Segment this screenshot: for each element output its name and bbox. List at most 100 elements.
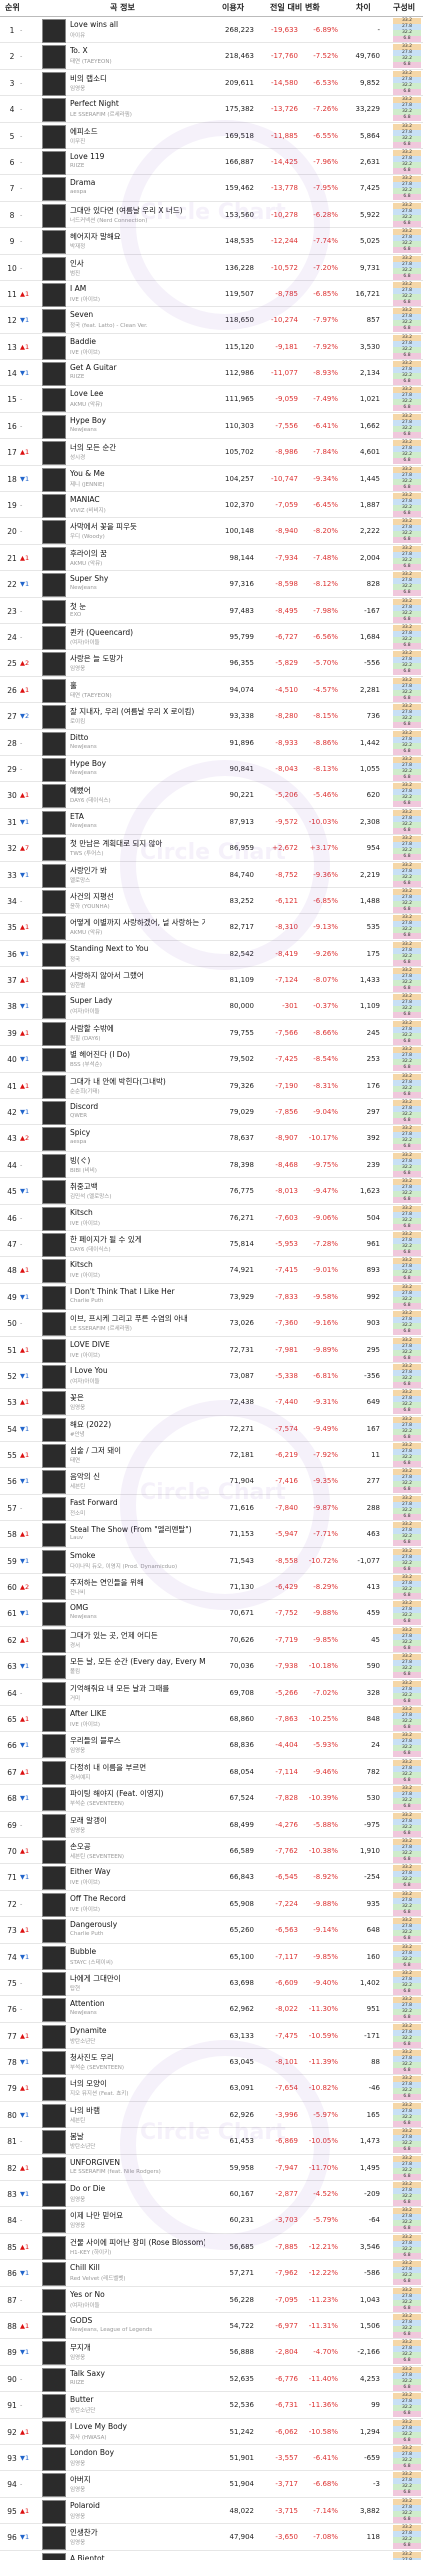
table-row[interactable]: 16- Hype Boy NewJeans 110,303 -7,556 -6.41% 1,… (0, 413, 423, 440)
table-row[interactable]: 55 ▲1 심술 / 그저 돼이 태연 72,181 -6,219 -7.92% 11 33.2… (0, 1442, 423, 1469)
table-row[interactable]: 20- 사막에서 꽃을 피우듯 우디 (Woody) 100,148 -8,940 -8.… (0, 518, 423, 545)
table-row[interactable]: 29- Hype Boy NewJeans 90,841 -8,043 -8.13% 1,0… (0, 756, 423, 783)
table-row[interactable]: 41 ▲1 그대가 내 안에 박힌다(그내박) 순순희(기태) 79,326 -7,190… (0, 1073, 423, 1100)
table-row[interactable]: 53 ▲1 꽃은 임영웅 72,438 -7,440 -9.31% 649 33.2 27.8 32… (0, 1389, 423, 1416)
table-row[interactable]: 3- 비의 랩소디 임영웅 209,611 -14,580 -6.53% 9,852 33.2… (0, 70, 423, 97)
table-row[interactable]: 59 ▼1 Smoke 다이나믹 듀오, 이영지 (Prod. Dynamicduo)… (0, 1548, 423, 1575)
table-row[interactable]: 92 ▲1 I Love My Body 화사 (HWASA) 51,242 -6,062… (0, 2419, 423, 2445)
table-row[interactable]: 49 ▼1 I Don't Think That I Like Her Charlie… (0, 1284, 423, 1311)
table-row[interactable]: 97-A Bientot임영웅47,501-3,681-7.19%40333.2… (0, 2551, 423, 2560)
table-row[interactable]: 32 ▲7 첫 만남은 계획대로 되지 않아 TWS (투어스) 86,959 +2,67… (0, 835, 423, 862)
table-row[interactable]: 85 ▲1 건물 사이에 피어난 장미 (Rose Blossom) H1-KEY (… (0, 2234, 423, 2261)
table-row[interactable]: 52 ▼1 I Love You (여자)아이들 73,087 -5,338 -6.81% -… (0, 1363, 423, 1390)
composition-bar: 33.2 (393, 1997, 421, 2004)
table-row[interactable]: 27 ▼2 잘 지내자, 우리 (여름날 우리 X 로이킴) 로이킴 93,338 -8,… (0, 703, 423, 730)
table-row[interactable]: 57- Fast Forward 전소미 71,616 -7,840 -9.87% 288 3… (0, 1495, 423, 1522)
gap-cell: 16,721 (355, 289, 381, 298)
table-row[interactable]: 18 ▼1 You & Me 제니 (JENNIE) 104,257 -10,747 -9.… (0, 466, 423, 493)
table-row[interactable]: 67 ▲1 다정히 내 이름을 부르면 경서예지 68,054 -7,114 -9.46% 7… (0, 1759, 423, 1786)
table-row[interactable]: 81- 봄날 방탄소년단 61,453 -6,869 -10.05% 1,473 33.2 27… (0, 2128, 423, 2155)
delta-percent-cell: -11.23% (308, 2295, 338, 2304)
table-row[interactable]: 2- To. X 태연 (TAEYEON) 218,463 -17,760 -7.52% 4… (0, 43, 423, 70)
table-row[interactable]: 94- 아버지 임영웅 51,904 -3,717 -6.68% -3 33.2 27.8 32.… (0, 2471, 423, 2498)
table-row[interactable]: 47- 한 페이지가 될 수 있게 DAY6 (데이식스) 75,814 -5,953-… (0, 1231, 423, 1258)
table-row[interactable]: 34- 사건의 지평선 윤하 (YOUNHA) 83,252 -6,121 -6.85% 1… (0, 888, 423, 915)
table-row[interactable]: 36 ▼1 Standing Next to You 정국 82,542 -8,419 -9… (0, 941, 423, 968)
table-row[interactable]: 61 ▼1 OMG NewJeans 70,671 -7,752 -9.88% 459 33.2… (0, 1600, 423, 1627)
table-row[interactable]: 86 ▼1 Chill Kill Red Velvet (레드벨벳) 57,271 -7,… (0, 2260, 423, 2287)
table-row[interactable]: 80 ▼1 나의 바램 세븐틴 62,926 -3,996 -5.97% 165 33.2 27.… (0, 2102, 423, 2129)
table-row[interactable]: 6- Love 119 RIIZE 166,887 -14,425 -7.96% 2,631… (0, 149, 423, 176)
table-row[interactable]: 84- 이제 나만 믿어요 임영웅 60,231 -3,703 -5.79% -64 33.2… (0, 2207, 423, 2234)
table-row[interactable]: 96 ▼1 인생찬가 임영웅 47,904 -3,650 -7.08% 118 33.2 27.8… (0, 2524, 423, 2551)
table-row[interactable]: 82 ▲1 UNFORGIVEN LE SSERAFIM (feat. Nile Ro… (0, 2155, 423, 2182)
table-row[interactable]: 24- 퀸카 (Queencard) (여자)아이들 95,799 -6,727 -6.5… (0, 624, 423, 651)
table-row[interactable]: 90- Talk Saxy RIIZE 52,635 -6,776 -11.40% 4,25… (0, 2366, 423, 2393)
table-row[interactable]: 89 ▼1 무지개 임영웅 56,888 -2,804 -4.70% -2,166 33.2 27… (0, 2339, 423, 2366)
table-row[interactable]: 75- 나에게 그대만이 탑현 63,698 -6,609 -9.40% 1,402 33.2… (0, 1970, 423, 1997)
table-row[interactable]: 51 ▲1 LOVE DIVE IVE (아이브) 72,731 -7,981 -9.89%… (0, 1337, 423, 1363)
table-row[interactable]: 79 ▲1 너의 모양이 지오 뮤지션 (Feat. 쵸키) 63,091 -7,654-… (0, 2075, 423, 2102)
table-row[interactable]: 1- Love wins all 아이유 268,223 -19,633 -6.89% -3… (0, 17, 423, 44)
table-row[interactable]: 93 ▼1 London Boy 임영웅 51,901 -3,557 -6.41% -659 3… (0, 2445, 423, 2472)
table-row[interactable]: 21 ▲1 후라이의 꿈 AKMU (악뮤) 98,144 -7,934 -7.48% 2,0… (0, 545, 423, 572)
table-row[interactable]: 69- 모래 알갱이 임영웅 68,499 -4,276 -5.88% -975 33.2 27… (0, 1812, 423, 1838)
table-row[interactable]: 28- Ditto NewJeans 91,896 -8,933 -8.86% 1,442 3… (0, 730, 423, 756)
table-row[interactable]: 23- 첫 눈 EXO 97,483 -8,495 -7.98% -167 33.2 27.8 3… (0, 598, 423, 624)
table-row[interactable]: 13 ▲1 Baddie IVE (아이브) 115,120 -9,181 -7.92% 3,… (0, 334, 423, 361)
table-row[interactable]: 83 ▼1 Do or Die 임영웅 60,167 -2,877 -4.52% -209 33… (0, 2181, 423, 2208)
table-row[interactable]: 11 ▲1 I AM IVE (아이브) 119,507 -8,785 -6.85% 16,7… (0, 281, 423, 308)
table-row[interactable]: 4- Perfect Night LE SSERAFIM (르세라핌) 175,382… (0, 96, 423, 123)
table-row[interactable]: 45 ▼1 취중고백 김민석 (멜로망스) 76,775 -8,013 -9.47% 1,62… (0, 1178, 423, 1205)
table-row[interactable]: 26 ▲1 홀 태연 (TAEYEON) 94,074 -4,510 -4.57% 2,281… (0, 677, 423, 704)
table-row[interactable]: 9- 헤어지자 말해요 박재정 148,535 -12,244 -7.74% 5,025 33… (0, 228, 423, 255)
table-row[interactable]: 44- 빙(ぐ) BIBI (비비) 78,398 -8,468 -9.75% 239 33.… (0, 1152, 423, 1179)
table-row[interactable]: 10- 인사 범진 136,228 -10,572 -7.20% 9,731 33.2 27.8… (0, 255, 423, 281)
table-row[interactable]: 95 ▲1 Polaroid 임영웅 48,022 -3,715 -7.14% 3,882 33… (0, 2498, 423, 2525)
table-row[interactable]: 50- 이브, 프시케 그리고 푸른 수염의 아내 LE SSERAFIM (르세라… (0, 1310, 423, 1337)
table-row[interactable]: 63▼1모든 날, 모든 순간 (Every day, Every Moment… (0, 1653, 423, 1680)
table-row[interactable]: 31 ▼1 ETA NewJeans 87,913 -9,572 -10.03% 2,308 3… (0, 809, 423, 836)
table-row[interactable]: 58 ▲1 Steal The Show (From "엘리멘탈") Lauv 71,1… (0, 1521, 423, 1548)
table-row[interactable]: 65 ▲1 After LIKE IVE (아이브) 68,860 -7,863 -10.2… (0, 1706, 423, 1733)
table-row[interactable]: 19- MANIAC VIVIZ (비비지) 102,370 -7,059 -6.45% 1… (0, 492, 423, 519)
table-row[interactable]: 71 ▼1 Either Way IVE (아이브) 66,843 -6,545 -8.92… (0, 1864, 423, 1891)
table-row[interactable]: 88 ▲1 GODS NewJeans, League of Legends 54,72… (0, 2313, 423, 2340)
table-row[interactable]: 17 ▲1 너의 모든 순간 성시경 105,702 -8,986 -7.84% 4,601 3… (0, 439, 423, 466)
table-row[interactable]: 74 ▼1 Bubble STAYC (스테이씨) 65,100 -7,117 -9.85%… (0, 1944, 423, 1970)
table-row[interactable]: 87- Yes or No (여자)아이들 56,228 -7,095 -11.23% 1,… (0, 2287, 423, 2313)
table-row[interactable]: 7- Drama aespa 159,462 -13,778 -7.95% 7,425 33.… (0, 175, 423, 202)
table-row[interactable]: 38 ▼1 Super Lady (여자)아이들 80,000 -301 -0.37% 1,1… (0, 993, 423, 1020)
table-row[interactable]: 62 ▲1 그대가 있는 곳, 언제 어디든 경서 70,626 -7,719 -9.85%… (0, 1627, 423, 1654)
table-row[interactable]: 54 ▼1 해요 (2022) #안녕 72,271 -7,574 -9.49% 167 33.… (0, 1416, 423, 1443)
table-row[interactable]: 12 ▼1 Seven 정국 (feat. Latto) - Clean Ver. 11… (0, 307, 423, 334)
table-row[interactable]: 78 ▼1 청사진도 우리 부석순 (SEVENTEEN) 63,045 -8,101 -1… (0, 2049, 423, 2076)
table-row[interactable]: 22 ▼1 Super Shy NewJeans 97,316 -8,598 -8.12% 8… (0, 571, 423, 598)
table-row[interactable]: 33 ▼1 사랑인가 봐 멜로망스 84,740 -8,752 -9.36% 2,219 33.… (0, 862, 423, 888)
table-row[interactable]: 30 ▲1 예뻤어 DAY6 (데이식스) 90,221 -5,206 -5.46% 620 3… (0, 782, 423, 809)
table-row[interactable]: 39 ▲1 사람할 수밖에 원필 (DAY6) 79,755 -7,566 -8.66% 24… (0, 1020, 423, 1047)
table-row[interactable]: 56 ▼1 음악의 신 세븐틴 71,904 -7,416 -9.35% 277 33.2 27.… (0, 1468, 423, 1495)
table-row[interactable]: 46- Kitsch IVE (아이브) 76,271 -7,603 -9.06% 504 3… (0, 1205, 423, 1231)
table-row[interactable]: 77 ▲1 Dynamite 방탄소년단 63,133 -7,475 -10.59% -171… (0, 2023, 423, 2050)
table-row[interactable]: 64- 기억해줘요 내 모든 날과 그때를 거미 69,708 -5,266 -7.02%… (0, 1680, 423, 1706)
table-row[interactable]: 48 ▲1 Kitsch IVE (아이브) 74,921 -7,415 -9.01% 893… (0, 1257, 423, 1284)
table-row[interactable]: 70 ▲1 손오공 세븐틴 (SEVENTEEN) 66,589 -7,762 -10.38… (0, 1838, 423, 1865)
table-row[interactable]: 76- Attention NewJeans 62,962 -8,022 -11.30% 9… (0, 1996, 423, 2023)
table-row[interactable]: 8- 그대만 있다면 (여름날 우리 X 너드) 너드커넥션 (Nerd Conne… (0, 202, 423, 229)
table-row[interactable]: 40 ▼1 별 헤어진다 (I Do) BSS (부석순) 79,502 -7,425 -8… (0, 1046, 423, 1073)
table-row[interactable]: 15- Love Lee AKMU (악뮤) 111,965 -9,059 -7.49% 1… (0, 386, 423, 413)
table-row[interactable]: 73 ▲1 Dangerously Charlie Puth 65,260 -6,563-… (0, 1917, 423, 1944)
table-row[interactable]: 25 ▲2 사랑은 늘 도망가 임영웅 96,355 -5,829 -5.70% -556 33… (0, 650, 423, 677)
table-row[interactable]: 60 ▲2 주저하는 연인들을 위해 잔나비 71,130 -6,429 -8.29% 413… (0, 1574, 423, 1601)
table-row[interactable]: 68 ▼1 파이팅 해야지 (Feat. 이영지) 부석순 (SEVENTEEN) 67… (0, 1785, 423, 1812)
table-row[interactable]: 42 ▼1 Discord QWER 79,029 -7,856 -9.04% 297 33.2… (0, 1099, 423, 1126)
table-row[interactable]: 43 ▲2 Spicy aespa 78,637 -8,907 -10.17% 392 33.2… (0, 1125, 423, 1152)
table-row[interactable]: 66 ▼1 우리들의 블루스 임영웅 68,836 -4,404 -5.93% 24 33.2 2… (0, 1732, 423, 1759)
table-row[interactable]: 91- Butter 방탄소년단 52,536 -6,731 -11.36% 99 33.2 2… (0, 2392, 423, 2419)
table-row[interactable]: 5- 에피소드 이무진 169,518 -11,885 -6.55% 5,864 33.2 27… (0, 123, 423, 149)
table-row[interactable]: 35 ▲1 어떻게 이별까지 사랑하겠어, 널 사랑하는 거지 AKMU (악뮤) 82… (0, 914, 423, 941)
table-row[interactable]: 72- Off The Record IVE (아이브) 65,908 -7,224 -9… (0, 1891, 423, 1918)
table-row[interactable]: 37 ▲1 사랑하지 않아서 그랬어 임한별 81,109 -7,124 -8.07% 1,4… (0, 967, 423, 994)
table-row[interactable]: 14 ▼1 Get A Guitar RIIZE 112,986 -11,077 -8.93… (0, 360, 423, 387)
